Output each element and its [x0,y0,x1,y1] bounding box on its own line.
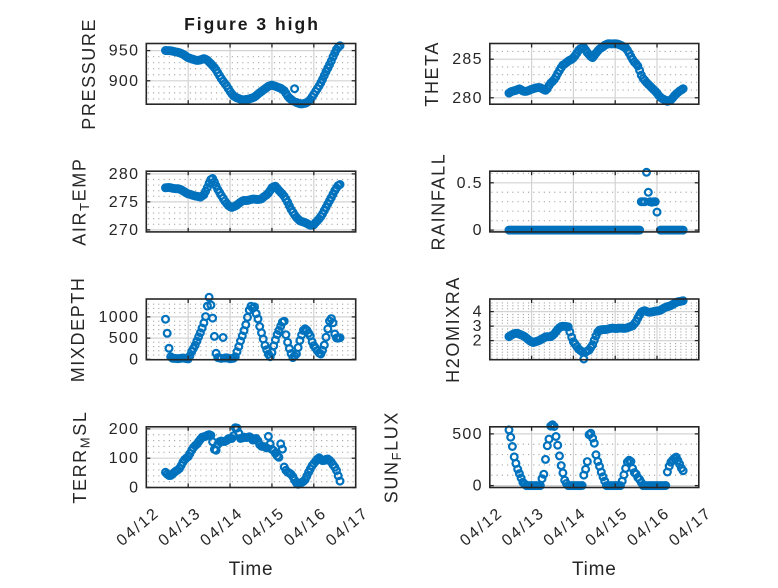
svg-text:TERRMSL: TERRMSL [70,411,93,504]
svg-text:1000: 1000 [99,309,140,326]
svg-text:4: 4 [473,304,483,321]
svg-text:THETA: THETA [422,41,442,107]
svg-text:SUNFLUX: SUNFLUX [382,411,405,503]
svg-text:0: 0 [129,480,139,497]
svg-text:Time: Time [572,559,617,580]
svg-text:AIRTEMP: AIRTEMP [70,158,93,246]
svg-text:200: 200 [109,421,140,438]
svg-text:2: 2 [473,333,483,350]
svg-text:MIXDEPTH: MIXDEPTH [68,276,88,382]
svg-text:275: 275 [109,194,140,211]
svg-text:280: 280 [109,166,140,183]
svg-text:500: 500 [452,426,483,443]
svg-text:0: 0 [473,222,483,239]
svg-text:950: 950 [109,43,140,60]
svg-text:500: 500 [109,330,140,347]
svg-text:Figure 3 high: Figure 3 high [184,14,320,34]
svg-text:270: 270 [109,222,140,239]
svg-text:285: 285 [452,51,483,68]
svg-text:H2OMIXRA: H2OMIXRA [443,276,463,383]
svg-text:RAINFALL: RAINFALL [429,153,449,251]
svg-text:900: 900 [109,73,140,90]
svg-text:100: 100 [109,450,140,467]
svg-text:PRESSURE: PRESSURE [79,18,99,130]
svg-text:0.5: 0.5 [457,175,483,192]
svg-text:280: 280 [452,90,483,107]
svg-text:Time: Time [229,559,274,580]
svg-text:0: 0 [473,478,483,495]
svg-text:3: 3 [473,318,483,335]
svg-text:0: 0 [129,351,139,368]
